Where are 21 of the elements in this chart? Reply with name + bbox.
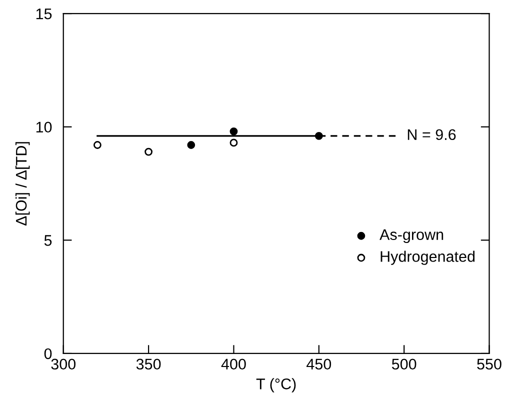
- x-tick-label: 550: [477, 358, 502, 370]
- x-axis-title: T (°C): [256, 378, 296, 392]
- point: [187, 141, 196, 149]
- point: [144, 148, 153, 156]
- x-tick-label: 400: [221, 358, 246, 370]
- point: [230, 138, 238, 147]
- y-tick-label: 15: [36, 8, 52, 20]
- legend-label: Hydrogenated: [380, 250, 475, 265]
- point: [93, 141, 102, 149]
- x-tick-label: 450: [306, 358, 332, 370]
- y-tick-label: 5: [44, 235, 52, 246]
- y-tick-label: 0: [44, 348, 52, 360]
- x-tick-label: 350: [136, 358, 161, 370]
- y-tick-label: 10: [36, 122, 52, 133]
- legend-label: As-grown: [380, 229, 444, 244]
- point: [230, 127, 238, 136]
- x-tick-label: 300: [51, 358, 76, 370]
- x-tick-label: 500: [392, 358, 416, 370]
- point: [314, 132, 323, 140]
- y-axis-title: Δ[Oi] / Δ[TD]: [15, 142, 30, 226]
- annotation: N = 9.6: [408, 129, 456, 140]
